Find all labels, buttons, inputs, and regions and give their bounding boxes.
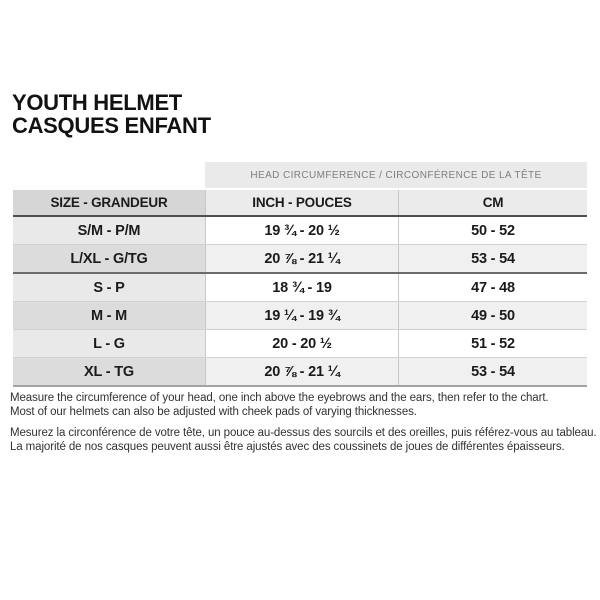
table-row-l: L - G 20 - 20 ½ 51 - 52 [13, 330, 587, 358]
inch-value: 20 - 20 ½ [205, 330, 398, 357]
size-value: XL - TG [13, 358, 205, 385]
inch-value: 20 ⅞ - 21 ¼ [205, 245, 398, 272]
inch-value: 20 ⅞ - 21 ¼ [205, 358, 398, 385]
cm-value: 53 - 54 [398, 245, 587, 272]
page-title-line-fr: CASQUES ENFANT [12, 113, 211, 138]
column-header-cm: CM [398, 190, 587, 215]
size-value: S - P [13, 274, 205, 301]
note-en-line1: Measure the circumference of your head, … [10, 392, 549, 404]
note-fr-line2: La majorité de nos casques peuvent aussi… [10, 440, 565, 453]
cm-value: 50 - 52 [398, 217, 587, 244]
note-en-line2: Most of our helmets can also be adjusted… [10, 405, 417, 418]
table-header-row: SIZE - GRANDEUR INCH - POUCES CM [13, 190, 587, 217]
size-value: L - G [13, 330, 205, 357]
table-row-s: S - P 18 ¾ - 19 47 - 48 [13, 274, 587, 302]
table-banner-row: HEAD CIRCUMFERENCE / CIRCONFÉRENCE DE LA… [13, 162, 587, 188]
page-title-line-en: YOUTH HELMET [12, 90, 182, 115]
note-fr-line1: Mesurez la circonférence de votre tête, … [10, 427, 597, 439]
banner-spacer [13, 162, 205, 188]
cm-value: 49 - 50 [398, 302, 587, 329]
size-value: S/M - P/M [13, 217, 205, 244]
measurement-note-english: Measure the circumference of your head, … [10, 392, 590, 419]
table-row-lxl: L/XL - G/TG 20 ⅞ - 21 ¼ 53 - 54 [13, 245, 587, 274]
cm-value: 51 - 52 [398, 330, 587, 357]
table-row-xl: XL - TG 20 ⅞ - 21 ¼ 53 - 54 [13, 358, 587, 387]
inch-value: 19 ¼ - 19 ¾ [205, 302, 398, 329]
page-title: YOUTH HELMET CASQUES ENFANT [12, 91, 211, 137]
table-row-sm: S/M - P/M 19 ¾ - 20 ½ 50 - 52 [13, 217, 587, 245]
table-row-m: M - M 19 ¼ - 19 ¾ 49 - 50 [13, 302, 587, 330]
size-value: L/XL - G/TG [13, 245, 205, 272]
size-value: M - M [13, 302, 205, 329]
measurement-note-french: Mesurez la circonférence de votre tête, … [10, 427, 597, 454]
inch-value: 19 ¾ - 20 ½ [205, 217, 398, 244]
cm-value: 53 - 54 [398, 358, 587, 385]
head-circumference-banner: HEAD CIRCUMFERENCE / CIRCONFÉRENCE DE LA… [205, 162, 587, 188]
column-header-inch: INCH - POUCES [205, 190, 398, 215]
size-chart-table: HEAD CIRCUMFERENCE / CIRCONFÉRENCE DE LA… [13, 162, 587, 387]
column-header-size: SIZE - GRANDEUR [13, 190, 205, 215]
inch-value: 18 ¾ - 19 [205, 274, 398, 301]
cm-value: 47 - 48 [398, 274, 587, 301]
